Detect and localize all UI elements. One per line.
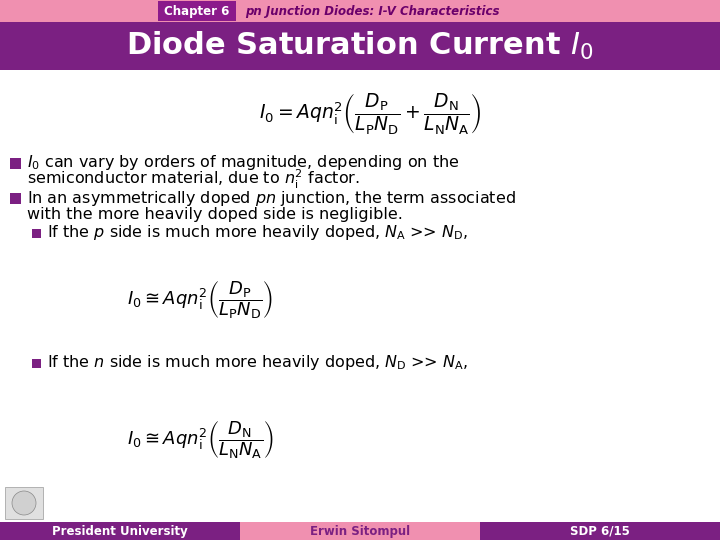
- Text: If the $p$ side is much more heavily doped, $N_{\mathrm{A}}$ >> $N_{\mathrm{D}}$: If the $p$ side is much more heavily dop…: [47, 224, 468, 242]
- Text: In an asymmetrically doped $pn$ junction, the term associated: In an asymmetrically doped $pn$ junction…: [27, 188, 516, 207]
- Bar: [5, 487, 43, 519]
- Text: semiconductor material, due to $n_{\mathrm{i}}^2$ factor.: semiconductor material, due to $n_{\math…: [27, 167, 360, 191]
- Bar: [0, 0, 720, 22]
- Text: SDP 6/15: SDP 6/15: [570, 524, 630, 537]
- Bar: [0, 22, 720, 70]
- Text: Chapter 6: Chapter 6: [164, 4, 230, 17]
- Bar: [10, 193, 21, 204]
- Text: Diode Saturation Current $I_0$: Diode Saturation Current $I_0$: [126, 30, 594, 62]
- Bar: [158, 1, 236, 21]
- Text: President University: President University: [52, 524, 188, 537]
- Text: $I_0 \cong Aqn_{\mathrm{i}}^2 \left(\dfrac{D_{\mathrm{N}}}{L_{\mathrm{N}} N_{\ma: $I_0 \cong Aqn_{\mathrm{i}}^2 \left(\dfr…: [127, 419, 274, 461]
- Bar: [32, 229, 41, 238]
- Text: $I_0$ can vary by orders of magnitude, depending on the: $I_0$ can vary by orders of magnitude, d…: [27, 153, 459, 172]
- Text: with the more heavily doped side is negligible.: with the more heavily doped side is negl…: [27, 206, 403, 221]
- Bar: [32, 359, 41, 368]
- Bar: [0, 522, 240, 540]
- Text: pn Junction Diodes: I-V Characteristics: pn Junction Diodes: I-V Characteristics: [245, 4, 500, 17]
- Text: $I_0 \cong Aqn_{\mathrm{i}}^2 \left(\dfrac{D_{\mathrm{P}}}{L_{\mathrm{P}} N_{\ma: $I_0 \cong Aqn_{\mathrm{i}}^2 \left(\dfr…: [127, 279, 273, 321]
- Text: Erwin Sitompul: Erwin Sitompul: [310, 524, 410, 537]
- Bar: [10, 158, 21, 169]
- Text: If the $n$ side is much more heavily doped, $N_{\mathrm{D}}$ >> $N_{\mathrm{A}}$: If the $n$ side is much more heavily dop…: [47, 354, 468, 373]
- Bar: [240, 522, 480, 540]
- Bar: [480, 522, 720, 540]
- Text: $I_0 = Aqn_{\mathrm{i}}^2 \left(\dfrac{D_{\mathrm{P}}}{L_{\mathrm{P}} N_{\mathrm: $I_0 = Aqn_{\mathrm{i}}^2 \left(\dfrac{D…: [259, 91, 481, 136]
- Circle shape: [12, 491, 36, 515]
